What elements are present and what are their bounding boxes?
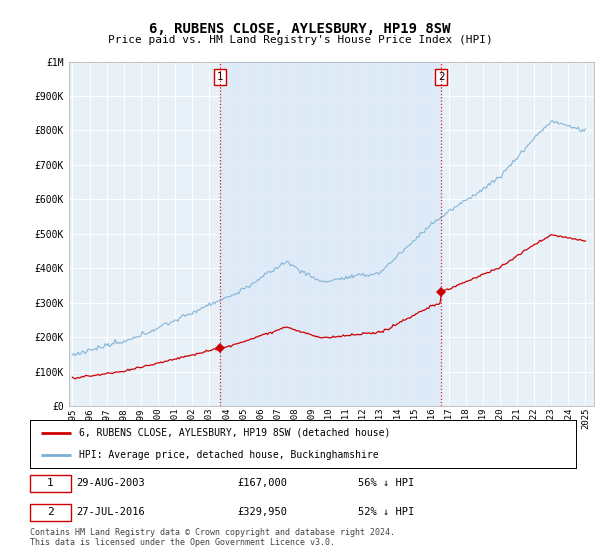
Bar <box>220 62 441 406</box>
Text: 1: 1 <box>47 478 54 488</box>
Text: HPI: Average price, detached house, Buckinghamshire: HPI: Average price, detached house, Buck… <box>79 450 379 460</box>
Text: Price paid vs. HM Land Registry's House Price Index (HPI): Price paid vs. HM Land Registry's House … <box>107 35 493 45</box>
FancyBboxPatch shape <box>30 503 71 521</box>
Text: £167,000: £167,000 <box>238 478 287 488</box>
Text: 6, RUBENS CLOSE, AYLESBURY, HP19 8SW: 6, RUBENS CLOSE, AYLESBURY, HP19 8SW <box>149 22 451 36</box>
Text: 27-JUL-2016: 27-JUL-2016 <box>76 507 145 517</box>
Text: 6, RUBENS CLOSE, AYLESBURY, HP19 8SW (detached house): 6, RUBENS CLOSE, AYLESBURY, HP19 8SW (de… <box>79 428 391 438</box>
Text: 2: 2 <box>438 72 445 82</box>
Text: 1: 1 <box>217 72 224 82</box>
Text: Contains HM Land Registry data © Crown copyright and database right 2024.
This d: Contains HM Land Registry data © Crown c… <box>30 528 395 547</box>
Text: 2: 2 <box>47 507 54 517</box>
Text: 56% ↓ HPI: 56% ↓ HPI <box>358 478 414 488</box>
Text: 52% ↓ HPI: 52% ↓ HPI <box>358 507 414 517</box>
Text: 29-AUG-2003: 29-AUG-2003 <box>76 478 145 488</box>
Text: £329,950: £329,950 <box>238 507 287 517</box>
FancyBboxPatch shape <box>30 475 71 492</box>
